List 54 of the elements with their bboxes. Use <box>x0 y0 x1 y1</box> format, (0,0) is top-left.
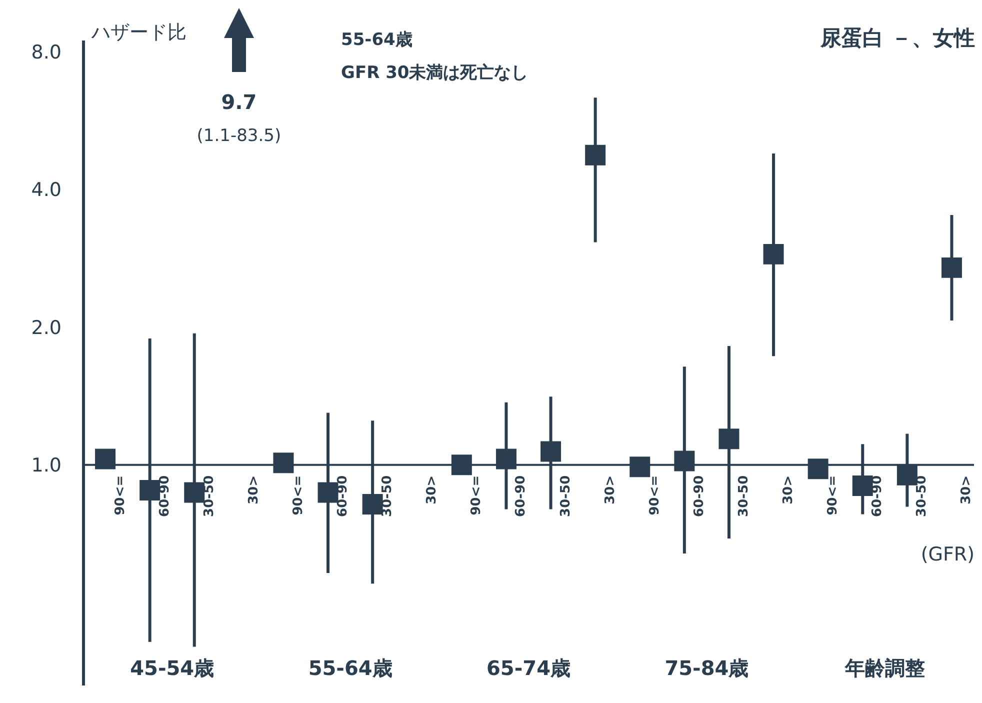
x-tick-label: 30-50 <box>202 475 217 517</box>
point <box>763 244 784 264</box>
annotation: 65-74歳 <box>486 656 570 680</box>
x-tick-label: 60-90 <box>514 475 529 517</box>
chart-title: 尿蛋白 －、女性 <box>820 26 975 50</box>
x-tick-label: 90<= <box>112 475 128 516</box>
y-tick-label: 4.0 <box>31 179 62 202</box>
point <box>718 428 740 450</box>
x-tick-label: 90<= <box>469 475 484 516</box>
point <box>540 441 562 462</box>
x-tick-label: 60-90 <box>336 475 351 517</box>
x-tick-label: 30> <box>959 475 974 504</box>
x-tick-label: 30> <box>246 475 262 504</box>
x-axis-title: (GFR) <box>920 543 974 566</box>
y-tick-label: 8.0 <box>31 42 62 64</box>
x-tick-label: 60-90 <box>870 475 886 517</box>
x-tick-label: 30-50 <box>558 475 574 517</box>
point <box>896 464 918 486</box>
point <box>140 480 160 501</box>
x-tick-label: 90<= <box>290 475 306 516</box>
point <box>362 494 383 515</box>
point <box>852 476 873 496</box>
annotation: GFR 30未満は死亡なし <box>341 63 528 83</box>
point <box>95 448 116 470</box>
point <box>318 482 338 503</box>
x-tick-label: 30-50 <box>914 475 930 517</box>
point <box>808 458 828 480</box>
point <box>630 456 650 478</box>
annotation: 9.7 <box>221 90 257 114</box>
annotation: 45-54歳 <box>130 656 214 680</box>
annotation: (1.1-83.5) <box>196 126 282 146</box>
point <box>585 144 606 166</box>
point <box>496 448 516 470</box>
x-tick-label: 60-90 <box>157 475 172 517</box>
annotation: 年齢調整 <box>844 656 925 680</box>
annotation: 55-64歳 <box>308 656 392 680</box>
x-tick-label: 30-50 <box>380 475 396 517</box>
x-tick-label: 30> <box>781 475 796 504</box>
x-tick-label: 30-50 <box>736 475 752 517</box>
x-tick-label: 60-90 <box>692 475 707 517</box>
y-tick-label: 2.0 <box>31 316 62 339</box>
annotation: 75-84歳 <box>664 656 749 680</box>
annotation: 55-64歳 <box>341 30 412 50</box>
y-tick-label: 1.0 <box>31 454 62 476</box>
y-axis-title: ハザード比 <box>90 22 186 44</box>
x-tick-label: 30> <box>424 475 440 504</box>
point <box>273 452 294 474</box>
x-tick-label: 90<= <box>647 475 662 516</box>
point <box>941 257 962 278</box>
x-tick-label: 30> <box>602 475 618 504</box>
point <box>184 482 205 503</box>
point <box>674 450 695 472</box>
point <box>451 454 472 476</box>
x-tick-label: 90<= <box>826 475 841 516</box>
